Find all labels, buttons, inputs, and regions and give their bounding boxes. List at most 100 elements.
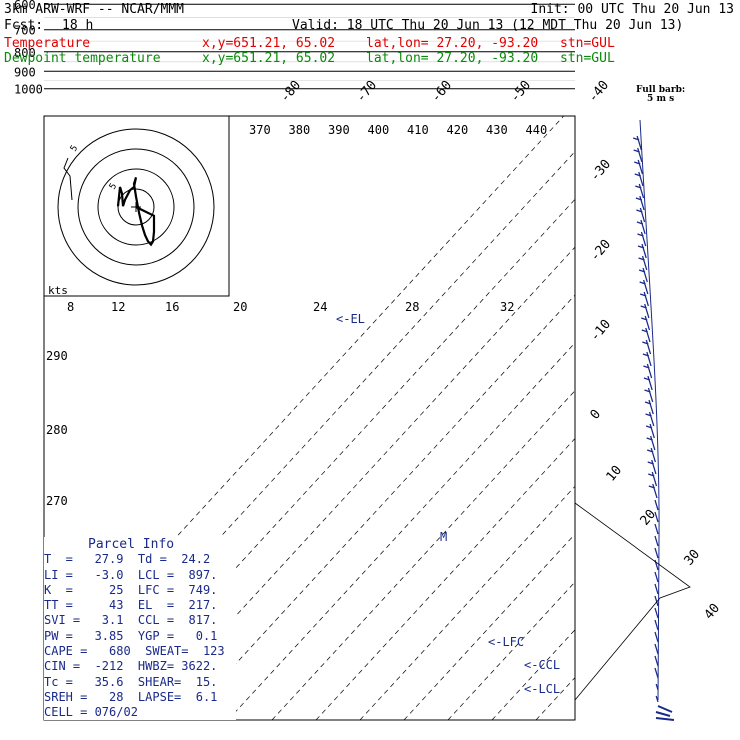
isotherm-line [183,294,576,721]
parcel-row: CAPE = 680 SWEAT= 123 [44,644,225,659]
isotherm-label-right: 10 [604,463,626,485]
temp-latlon: lat,lon= 27.20, -93.20 [366,36,539,51]
wind-barb [654,523,659,535]
wind-profile-axis [639,119,660,701]
parcel-row: Tc = 35.6 SHEAR= 15. [44,674,218,689]
wind-barb [639,279,649,295]
wind-barb [654,643,659,655]
pressure-label: 1000 [14,83,43,97]
isotherm-label-right: 30 [682,547,704,569]
valid-time: Valid: 18 UTC Thu 20 Jun 13 (12 MDT Thu … [292,18,684,33]
wind-barb [646,447,657,463]
wind-barb [654,595,659,607]
isotherm-label-top: -70 [354,78,381,106]
wind-barb [655,683,659,691]
parcel-row: K = 25 LFC = 749. [44,582,218,597]
level-marker: <-EL [336,312,365,326]
theta-label: 370 [249,123,271,137]
theta-label: 420 [447,123,469,137]
wind-barb [654,511,659,523]
theta-label-left: 290 [46,349,68,363]
wind-barb [654,547,659,559]
theta-label: 410 [407,123,429,137]
wind-barb [654,631,659,643]
parcel-row: CIN = -212 HWBZ= 3622. [44,659,218,674]
level-marker: <-CCL [524,658,560,672]
wind-barb [645,423,655,439]
barb-legend: Full barb: 5 m s [636,86,685,104]
wind-barb [648,471,658,487]
plot-outline-wedge [574,502,691,701]
dewpoint-legend: Dewpoint temperature [4,51,161,66]
theta-label: 390 [328,123,350,137]
isotherm-label-right: -30 [588,157,615,185]
wind-barb [643,363,653,379]
wind-barb [654,667,659,679]
parcel-row: T = 27.9 Td = 24.2 [44,552,211,567]
isotherm-line [139,246,576,721]
hodograph-trace-tail [63,157,73,201]
isotherm-line [403,533,576,721]
isotherm-line [271,390,576,721]
hodograph-ring [77,148,195,266]
isotherm-line [315,438,576,721]
dew-xy: x,y=651.21, 65.02 [202,51,336,66]
theta-label-left: 270 [46,494,68,508]
temp-xy: x,y=651.21, 65.02 [202,36,336,51]
hodograph-layer [43,115,236,720]
wind-barb [635,183,645,199]
isotherm-label-top: -50 [508,78,535,106]
parcel-info-title: Parcel Info [88,537,175,552]
barb-legend-line2: 5 m s [647,94,675,104]
pressure-label: 900 [14,65,36,79]
theta-label: 440 [526,123,548,137]
wind-barb-layer [574,119,691,721]
wind-barb [641,315,651,331]
wind-barb [640,303,650,319]
parcel-row: PW = 3.85 YGP = 0.1 [44,628,218,643]
hodograph-speed-tick: 16 [165,300,179,314]
wind-barb [654,655,659,667]
wind-barb [635,195,645,211]
model-title: 3km ARW-WRF -- NCAR/MMM [4,2,185,17]
parcel-panel-bg [44,537,236,720]
wind-barb [634,171,644,187]
wind-barb [642,339,652,355]
wind-barb [639,291,649,307]
isotherm-line [491,629,576,721]
parcel-row: LI = -3.0 LCL = 897. [44,567,218,582]
wind-barb [647,459,657,475]
wind-barb [636,207,646,223]
theta-label: 400 [368,123,390,137]
hodograph-speed-tick: 28 [405,300,419,314]
hodograph-speed-tick: 32 [500,300,514,314]
wind-barb [654,535,659,547]
wind-barb [644,399,654,415]
hodograph-ring [97,168,175,246]
wind-barb [633,147,643,163]
wind-barb [645,411,655,427]
wind-barb [646,435,656,451]
hodograph-speed-tick: 20 [233,300,247,314]
wind-barb [643,375,653,391]
wind-barb [654,499,659,511]
forecast-label: Fcst: [4,18,44,33]
hodograph-ring [57,128,215,286]
dew-latlon: lat,lon= 27.20, -93.20 [366,51,539,66]
isotherm-label-top: -80 [278,78,305,106]
isotherm-line [447,581,576,721]
header: 3km ARW-WRF -- NCAR/MMM Init: 00 UTC Thu… [0,0,740,70]
hodograph-trace [116,177,156,247]
parcel-row: SREH = 28 LAPSE= 6.1 [44,689,218,704]
isotherm-line [227,342,576,721]
level-marker: M [440,530,447,544]
wind-barb [636,219,646,235]
wind-barb [641,327,651,343]
temp-station: stn=GUL [560,36,615,51]
hodograph-ring [117,188,155,226]
forecast-hour: 18 h [62,18,94,33]
parcel-row: SVI = 3.1 CCL = 817. [44,613,218,628]
pressure-label: 800 [14,46,36,60]
level-marker: <-LCL [524,682,560,696]
